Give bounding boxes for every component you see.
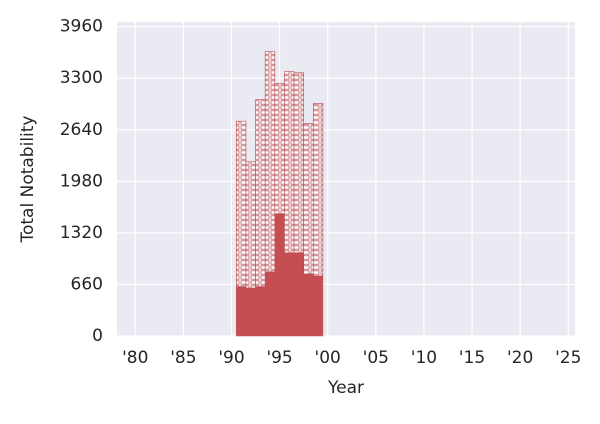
y-tick-label: 2640: [60, 120, 103, 140]
bar-segment: [264, 271, 276, 337]
bar-segment: [293, 252, 304, 337]
bar-segment: [236, 120, 247, 288]
bar-segment: [274, 213, 285, 337]
bar-segment: [313, 275, 324, 337]
y-axis-label: Total Notability: [18, 116, 38, 244]
x-tick-label: '80: [122, 348, 148, 368]
y-tick-label: 3960: [60, 17, 103, 37]
bar-segment: [312, 103, 324, 277]
x-tick-label: '95: [266, 348, 292, 368]
bar-segment: [236, 286, 247, 337]
bar-segment: [255, 99, 266, 288]
x-tick-label: '90: [218, 348, 244, 368]
bar-segment: [274, 83, 285, 215]
plot-area: [117, 22, 575, 336]
bar-segment: [293, 72, 304, 254]
x-tick-label: '05: [363, 348, 389, 368]
y-tick-label: 660: [71, 274, 103, 294]
x-tick-label: '25: [555, 348, 581, 368]
bar-segment: [255, 286, 266, 337]
bar-segment: [284, 71, 295, 254]
bar-segment: [303, 273, 314, 337]
bar-segment: [245, 287, 256, 337]
x-axis-label: Year: [327, 378, 364, 398]
bar-segment: [245, 161, 256, 289]
bar-segment: [284, 252, 295, 337]
x-tick-label: '15: [459, 348, 485, 368]
y-tick-label: 1980: [60, 171, 103, 191]
y-tick-label: 3300: [60, 68, 103, 88]
x-tick-label: '10: [411, 348, 437, 368]
bar-segment: [303, 123, 314, 275]
bar-segment: [264, 51, 276, 273]
x-tick-label: '85: [170, 348, 196, 368]
y-tick-label: 1320: [60, 223, 103, 243]
x-tick-label: '20: [507, 348, 533, 368]
y-tick-label: 0: [92, 326, 103, 346]
x-tick-label: '00: [315, 348, 341, 368]
